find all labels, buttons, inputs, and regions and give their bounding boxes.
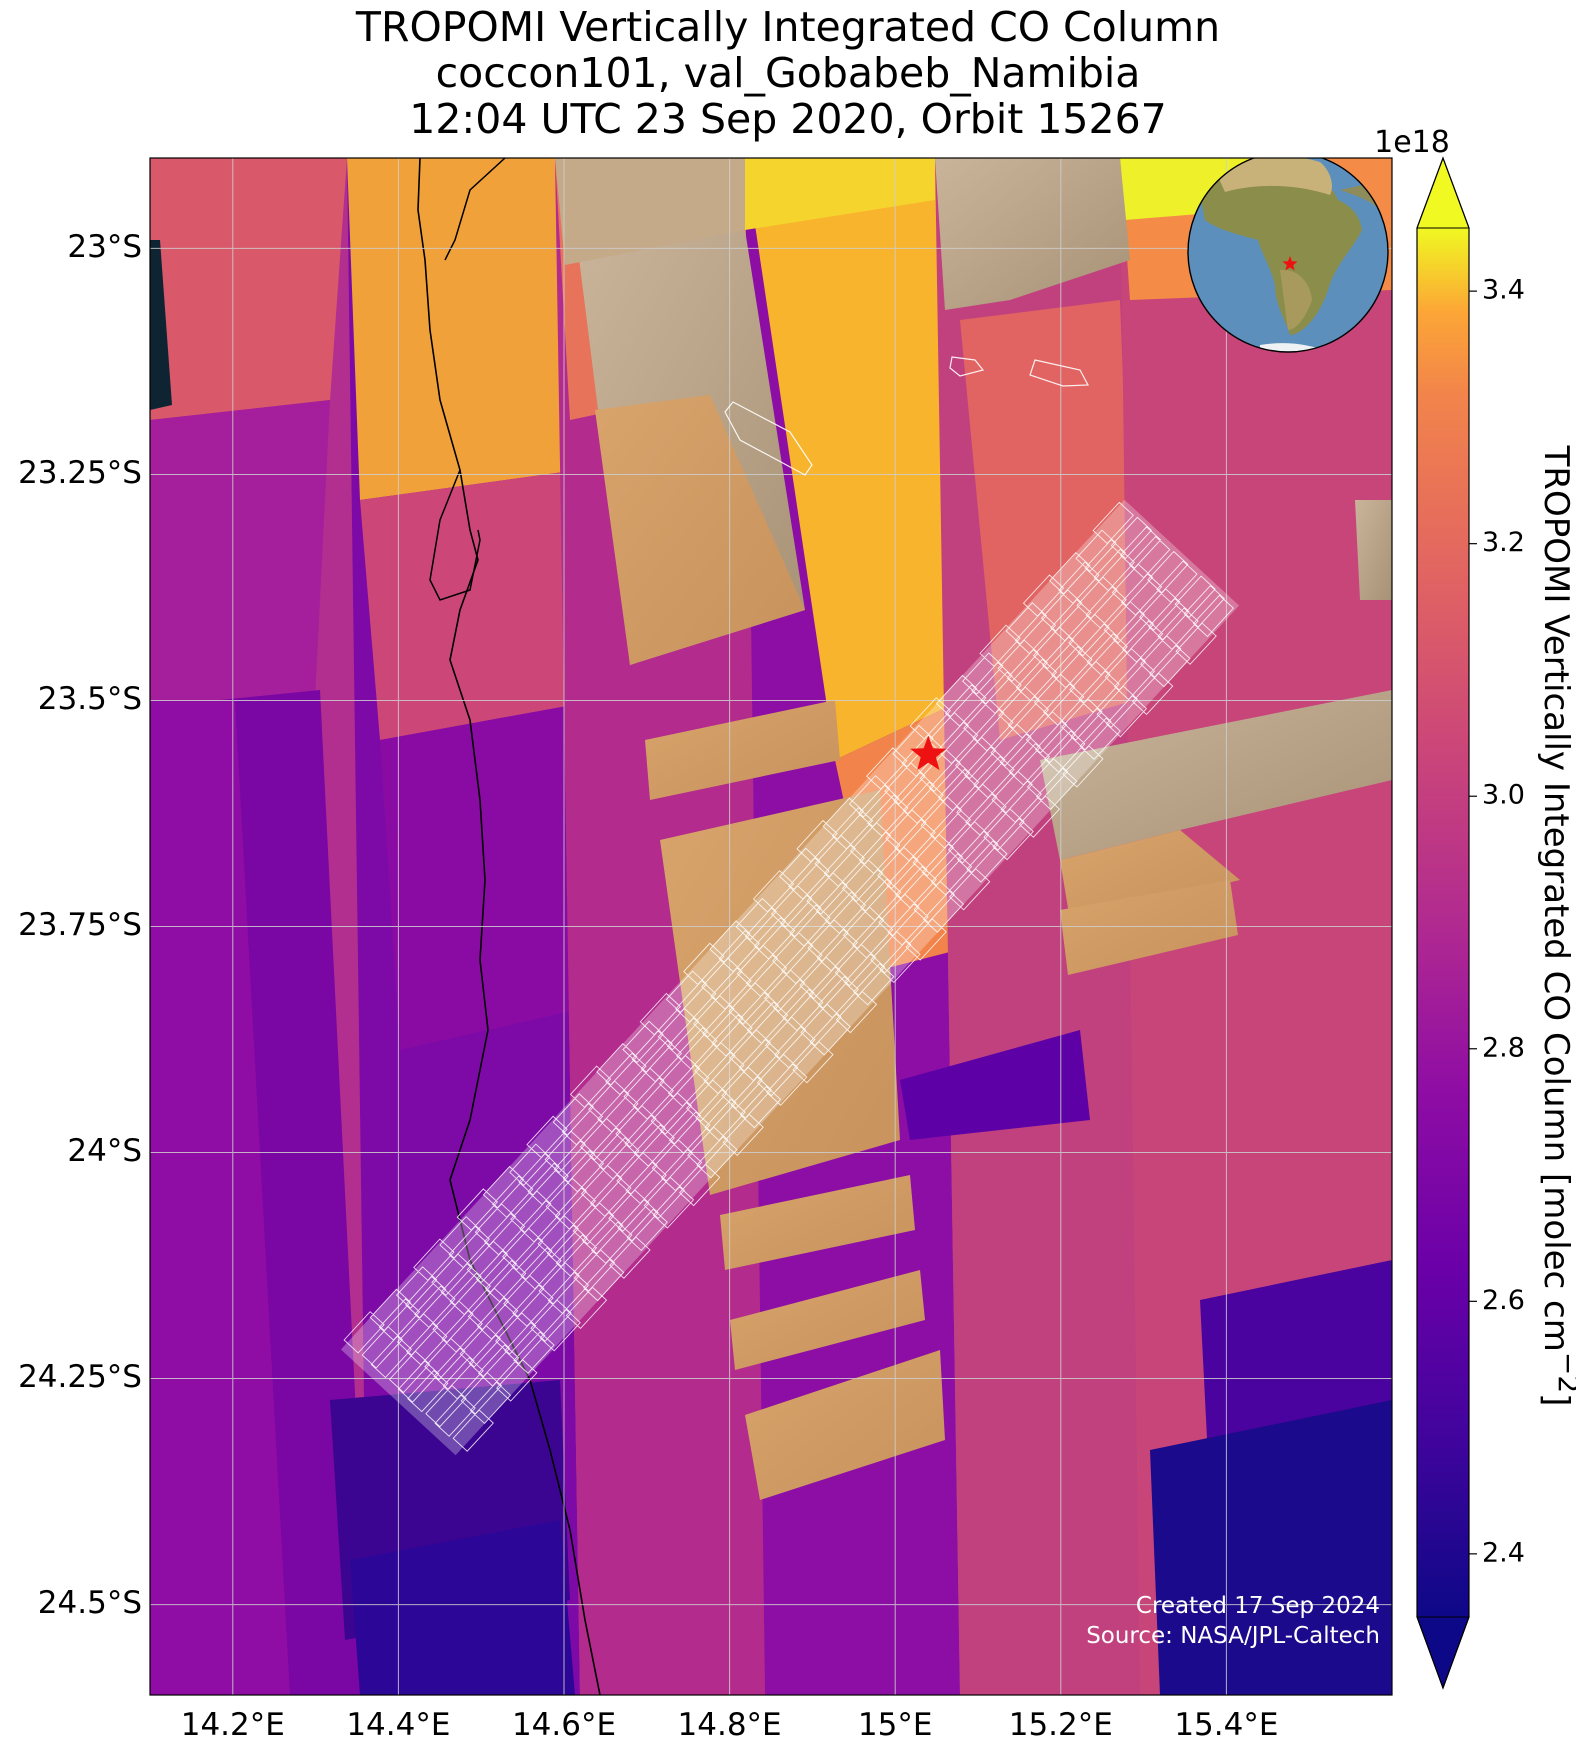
lon-tick-label-0: 14.2°E <box>181 1707 285 1743</box>
lon-tick-label-2: 14.6°E <box>512 1707 616 1743</box>
lon-tick-label-6: 15.4°E <box>1174 1707 1278 1743</box>
imagery-patch-3 <box>935 158 1130 310</box>
credit-created: Created 17 Sep 2024 <box>1136 1593 1380 1619</box>
lon-tick-label-5: 15.2°E <box>1009 1707 1113 1743</box>
imagery-patch-2 <box>660 790 900 1195</box>
colorbar-tick-label-3: 3.0 <box>1482 780 1525 811</box>
map-plot-area: Created 17 Sep 2024 Source: NASA/JPL-Cal… <box>150 158 1392 1695</box>
title-line-1: TROPOMI Vertically Integrated CO Column <box>355 3 1221 51</box>
ocean-corner <box>150 240 172 410</box>
map-frame <box>149 157 1393 1696</box>
lon-tick-label-4: 15°E <box>858 1707 933 1743</box>
station-star-icon <box>910 735 947 771</box>
latitude-labels: 23°S 23.25°S 23.5°S 23.75°S 24°S 24.25°S 24.5°… <box>18 229 142 1621</box>
gridlines <box>150 158 1392 1695</box>
title-line-3: 12:04 UTC 23 Sep 2020, Orbit 15267 <box>409 95 1167 143</box>
colorbar-label: TROPOMI Vertically Integrated CO Column … <box>1536 445 1576 1407</box>
globe-star-icon <box>1282 256 1298 271</box>
footprint-mesh <box>343 501 1235 1452</box>
colorbar-ticks: 2.4 2.6 2.8 3.0 3.2 3.4 <box>1469 275 1525 1568</box>
longitude-labels: 14.2°E 14.4°E 14.6°E 14.8°E 15°E 15.2°E 15.4°E <box>181 1707 1279 1743</box>
title-line-2: coccon101, val_Gobabeb_Namibia <box>435 49 1141 97</box>
inset-globe <box>1187 158 1389 353</box>
lat-tick-label-2: 23.5°S <box>38 681 142 717</box>
colorbar-gradient <box>1417 228 1469 1617</box>
colorbar: 2.4 2.6 2.8 3.0 3.2 3.4 1e18 TROPOMI Vertical… <box>1374 125 1576 1690</box>
lat-tick-label-1: 23.25°S <box>18 455 142 491</box>
lat-tick-label-4: 24°S <box>67 1133 142 1169</box>
coastline <box>417 158 601 1695</box>
credit-source: Source: NASA/JPL-Caltech <box>1086 1623 1380 1649</box>
lat-tick-label-6: 24.5°S <box>38 1585 142 1621</box>
colorbar-tick-label-4: 3.2 <box>1482 527 1525 558</box>
colorbar-multiplier: 1e18 <box>1374 125 1450 160</box>
colorbar-tick-label-0: 2.4 <box>1482 1537 1525 1568</box>
lat-tick-label-5: 24.25°S <box>18 1359 142 1395</box>
imagery-patch-4 <box>1040 690 1392 860</box>
map-title: TROPOMI Vertically Integrated CO Column … <box>0 0 1576 142</box>
footprint-grid <box>340 499 1240 1456</box>
colorbar-tick-label-5: 3.4 <box>1482 275 1525 306</box>
colorbar-tick-label-1: 2.6 <box>1482 1285 1525 1316</box>
footprint-boxes <box>724 356 1089 476</box>
lat-tick-label-0: 23°S <box>67 229 142 265</box>
colorbar-extend-min <box>1416 1616 1470 1690</box>
lat-tick-label-3: 23.75°S <box>18 907 142 943</box>
colorbar-extend-max <box>1416 156 1470 229</box>
lon-tick-label-1: 14.4°E <box>346 1707 450 1743</box>
lon-tick-label-3: 14.8°E <box>678 1707 782 1743</box>
colorbar-tick-label-2: 2.8 <box>1482 1032 1525 1063</box>
